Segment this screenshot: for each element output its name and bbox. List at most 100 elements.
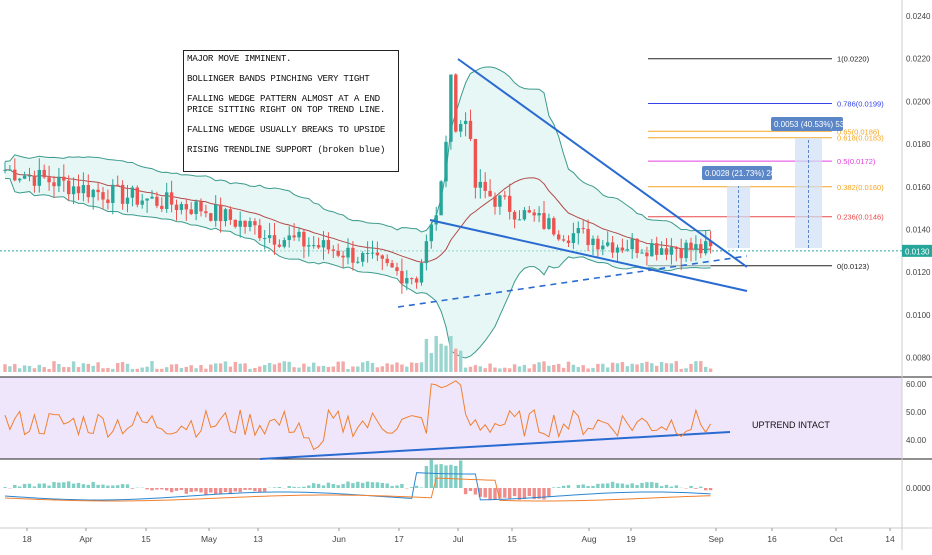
time-tick-label: Sep <box>708 534 723 544</box>
volume-bar <box>106 368 109 372</box>
macd-histogram-bar <box>381 483 384 488</box>
macd-histogram-bar <box>704 488 707 490</box>
volume-bar <box>680 369 683 372</box>
price-axis[interactable]: 0.02400.02200.02000.01800.01600.01400.01… <box>902 12 932 493</box>
macd-histogram-bar <box>302 487 305 488</box>
macd-histogram-bar <box>439 464 442 488</box>
macd-histogram-bar <box>689 486 692 488</box>
macd-histogram-bar <box>567 485 570 488</box>
measure-label: 0.0053 (40.53%) 53 <box>774 120 845 129</box>
macd-histogram-bar <box>199 488 202 492</box>
volume-bar <box>292 367 295 372</box>
candle-body <box>366 253 369 254</box>
macd-histogram-bar <box>3 487 6 488</box>
note-line-1: MAJOR MOVE IMMINENT. <box>187 53 395 64</box>
volume-bar <box>572 365 575 372</box>
fib-label: 0.786(0.0199) <box>837 100 884 109</box>
rsi-annotation: UPTREND INTACT <box>752 420 830 430</box>
macd-histogram-bar <box>160 488 163 489</box>
macd-histogram-bar <box>586 486 589 488</box>
candle-body <box>8 170 11 171</box>
volume-bar <box>577 367 580 372</box>
volume-bar <box>317 366 320 372</box>
macd-histogram-bar <box>503 488 506 498</box>
volume-bar <box>141 368 144 372</box>
candle-body <box>307 245 310 246</box>
macd-histogram-bar <box>165 488 168 490</box>
macd-histogram-bar <box>101 485 104 488</box>
volume-bar <box>8 366 11 372</box>
candle-body <box>273 235 276 245</box>
macd-histogram-bar <box>371 482 374 488</box>
candle-body <box>38 170 41 186</box>
macd-histogram-bar <box>650 482 653 488</box>
macd-histogram-bar <box>523 488 526 499</box>
candle-body <box>116 185 119 186</box>
macd-histogram-bar <box>420 487 423 488</box>
volume-bar <box>307 367 310 372</box>
volume-bar <box>631 364 634 372</box>
volume-bar <box>498 368 501 372</box>
candle-body <box>150 197 153 199</box>
fib-label: 0(0.0123) <box>837 262 870 271</box>
candle-body <box>464 121 467 124</box>
candle-body <box>395 267 398 271</box>
volume-bar <box>23 365 26 372</box>
candle-body <box>557 234 560 239</box>
measure-tools[interactable]: 0.0028 (21.73%) 280.0053 (40.53%) 53 <box>702 117 845 248</box>
macd-histogram-bar <box>337 485 340 488</box>
macd-histogram-bar <box>361 483 364 488</box>
candle-body <box>155 197 158 206</box>
macd-histogram-bar <box>87 485 90 488</box>
note-line-4: FALLING WEDGE USUALLY BREAKS TO UPSIDE <box>187 124 395 135</box>
price-tick-label: 0.0240 <box>906 12 931 21</box>
macd-histogram-bar <box>694 488 697 489</box>
macd-histogram-bar <box>72 484 75 488</box>
candle-body <box>239 221 242 227</box>
volume-bar <box>47 369 50 372</box>
candle-body <box>439 181 442 215</box>
macd-histogram-bar <box>317 484 320 488</box>
volume-bars <box>3 336 712 372</box>
macd-histogram-bar <box>248 488 251 490</box>
candle-body <box>484 182 487 191</box>
candle-body <box>224 209 227 221</box>
price-tick-label: 0.0160 <box>906 183 931 192</box>
price-tag-label: 0.0130 <box>905 247 930 256</box>
macd-histogram-bar <box>194 488 197 491</box>
volume-bar <box>28 366 31 372</box>
macd-histogram-bar <box>665 485 668 488</box>
candle-body <box>3 170 6 171</box>
volume-bar <box>528 368 531 372</box>
volume-bar <box>160 369 163 372</box>
volume-bar <box>503 368 506 372</box>
volume-bar <box>523 365 526 372</box>
volume-bar <box>322 366 325 372</box>
volume-bar <box>263 365 266 372</box>
time-tick-label: Oct <box>829 534 843 544</box>
volume-bar <box>170 364 173 372</box>
candle-body <box>126 198 129 204</box>
volume-bar <box>278 363 281 372</box>
candle-body <box>57 177 60 186</box>
candle-body <box>67 181 70 195</box>
volume-bar <box>699 361 702 372</box>
candle-body <box>601 246 604 250</box>
volume-bar <box>484 368 487 372</box>
volume-bar <box>420 362 423 372</box>
annotation-note[interactable]: MAJOR MOVE IMMINENT. BOLLINGER BANDS PIN… <box>183 50 399 172</box>
candle-body <box>645 253 648 257</box>
macd-histogram-bar <box>273 487 276 488</box>
macd-histogram-bar <box>341 484 344 488</box>
volume-bar <box>479 366 482 372</box>
candle-body <box>258 225 261 238</box>
volume-bar <box>346 369 349 372</box>
candle-body <box>351 248 354 263</box>
rsi-tick-label: 50.00 <box>906 408 927 417</box>
candle-body <box>547 218 550 229</box>
macd-histogram-bar <box>645 482 648 488</box>
volume-bar <box>533 364 536 372</box>
time-tick-label: Apr <box>79 534 92 544</box>
